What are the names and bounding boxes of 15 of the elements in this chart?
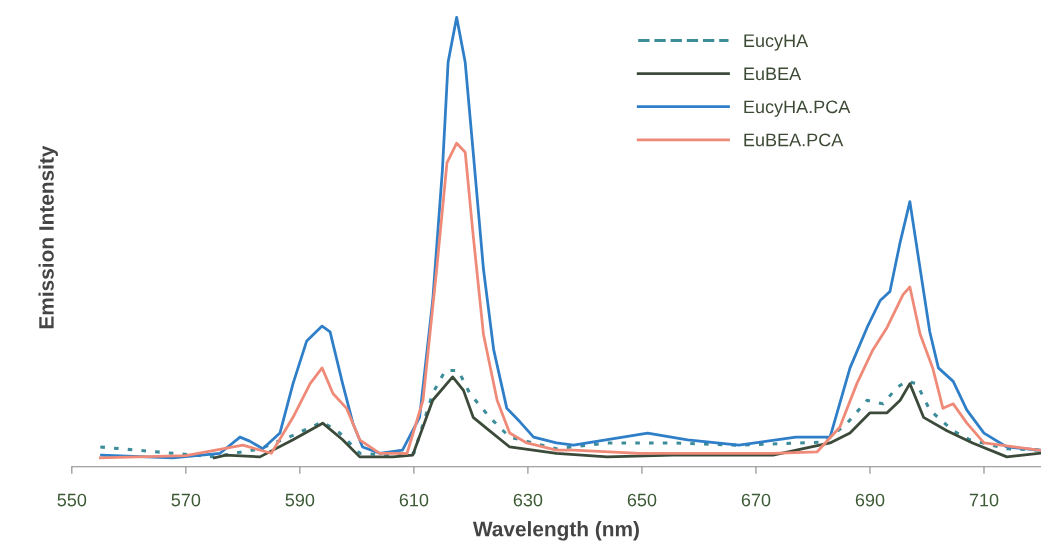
legend-label: EuBEA.PCA [744, 133, 844, 147]
x-tick-label: 650 [627, 493, 657, 507]
legend-label: EucyHA [744, 34, 809, 51]
y-axis-title: Emission Intensity [38, 145, 58, 329]
x-tick-label: 630 [513, 493, 543, 507]
x-tick-label: 670 [741, 493, 771, 507]
x-tick-label: 570 [171, 493, 201, 507]
x-tick-label: 710 [969, 493, 999, 507]
legend-label: EucyHA.PCA [744, 100, 851, 117]
x-axis-title: Wavelength (nm) [472, 521, 639, 541]
x-tick-label: 690 [855, 493, 885, 507]
x-tick-label: 550 [57, 493, 87, 507]
x-tick-label: 610 [399, 493, 429, 507]
legend-label: EuBEA [744, 67, 802, 81]
x-tick-label: 590 [285, 493, 315, 507]
